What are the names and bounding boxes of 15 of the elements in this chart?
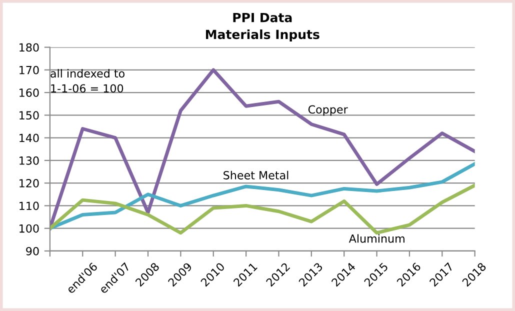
y-tick-label: 110 [20, 202, 39, 210]
y-tick-label: 180 [20, 43, 39, 52]
y-tick-label: 100 [20, 224, 39, 233]
y-tick-label: 150 [20, 111, 39, 120]
y-tick-label: 90 [26, 246, 39, 256]
y-tick-label: 130 [20, 156, 39, 165]
series-label: Aluminum [348, 234, 404, 243]
y-tick-label: 120 [20, 179, 39, 188]
chart-title: PPI Data Materials Inputs [206, 12, 320, 42]
y-tick-label: 140 [20, 134, 39, 142]
series-label: Sheet Metal [224, 170, 288, 180]
series-label: Copper [308, 105, 348, 116]
y-tick-label: 170 [20, 66, 39, 74]
annotation: all indexed to 1-1-06 = 100 [50, 69, 124, 93]
y-tick-label: 160 [20, 88, 39, 97]
